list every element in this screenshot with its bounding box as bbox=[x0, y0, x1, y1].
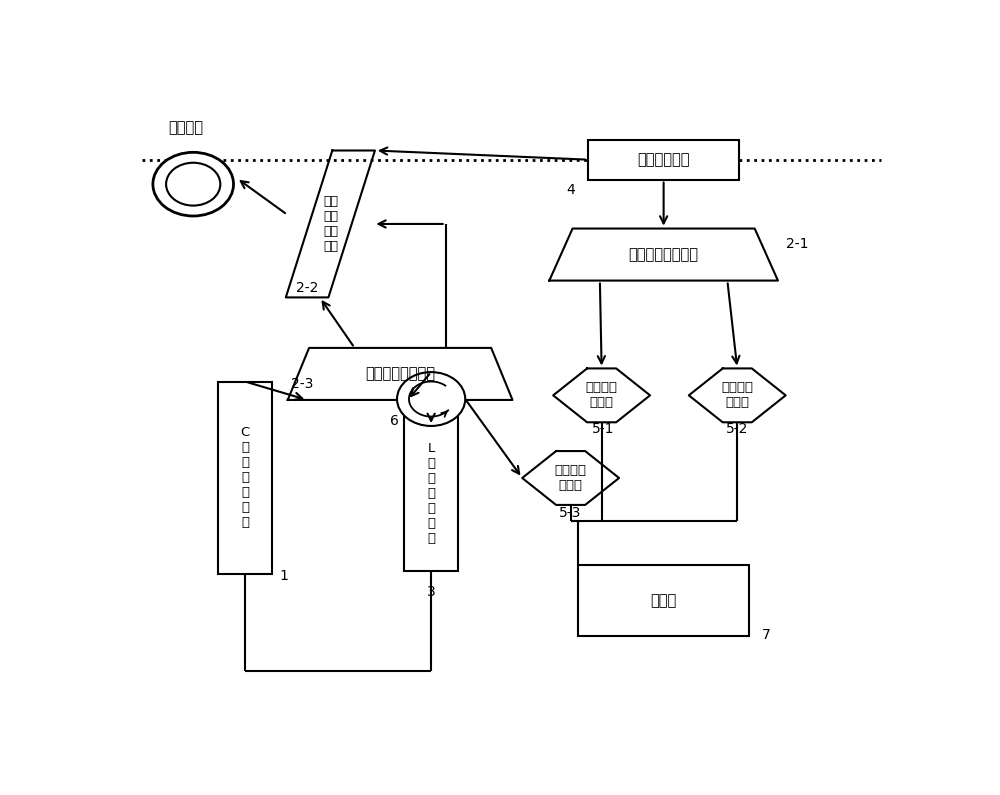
Text: 处理器: 处理器 bbox=[650, 593, 677, 608]
Bar bbox=[404, 415, 458, 572]
Text: 2-2: 2-2 bbox=[296, 281, 318, 295]
Text: 第二光电
探测器: 第二光电 探测器 bbox=[721, 382, 753, 409]
Text: 1: 1 bbox=[279, 569, 288, 583]
Text: 第一光波分复用器: 第一光波分复用器 bbox=[629, 247, 699, 262]
Polygon shape bbox=[522, 451, 619, 505]
Text: C
波
段
拉
曼
泵
浦: C 波 段 拉 曼 泵 浦 bbox=[240, 426, 250, 529]
Text: 7: 7 bbox=[762, 628, 771, 642]
Text: 5-2: 5-2 bbox=[726, 422, 748, 436]
Text: 5-1: 5-1 bbox=[592, 422, 614, 436]
Text: 3: 3 bbox=[427, 585, 436, 599]
Text: 传输光纤: 传输光纤 bbox=[168, 120, 203, 135]
Text: 5-3: 5-3 bbox=[559, 506, 582, 520]
Bar bbox=[588, 140, 739, 180]
Text: 2-1: 2-1 bbox=[786, 237, 809, 250]
Text: 6: 6 bbox=[390, 414, 399, 428]
Text: 第二
光波
分复
用器: 第二 光波 分复 用器 bbox=[323, 195, 338, 253]
Polygon shape bbox=[288, 348, 512, 400]
Bar bbox=[578, 565, 749, 636]
Polygon shape bbox=[553, 368, 650, 422]
Text: 第三光电
探测器: 第三光电 探测器 bbox=[555, 464, 587, 492]
Polygon shape bbox=[689, 368, 786, 422]
Circle shape bbox=[166, 163, 220, 206]
Text: 2-3: 2-3 bbox=[291, 378, 313, 391]
Polygon shape bbox=[549, 228, 778, 281]
Text: L
波
段
拉
曼
泵
浦: L 波 段 拉 曼 泵 浦 bbox=[427, 442, 435, 545]
Bar bbox=[218, 382, 272, 575]
Text: 4: 4 bbox=[566, 184, 575, 197]
Text: 第三光波分复用器: 第三光波分复用器 bbox=[365, 366, 435, 382]
Circle shape bbox=[153, 153, 234, 216]
Polygon shape bbox=[286, 150, 375, 297]
Circle shape bbox=[397, 372, 465, 426]
Text: 第一光电
探测器: 第一光电 探测器 bbox=[586, 382, 618, 409]
Text: 信号光分光器: 信号光分光器 bbox=[637, 152, 690, 167]
